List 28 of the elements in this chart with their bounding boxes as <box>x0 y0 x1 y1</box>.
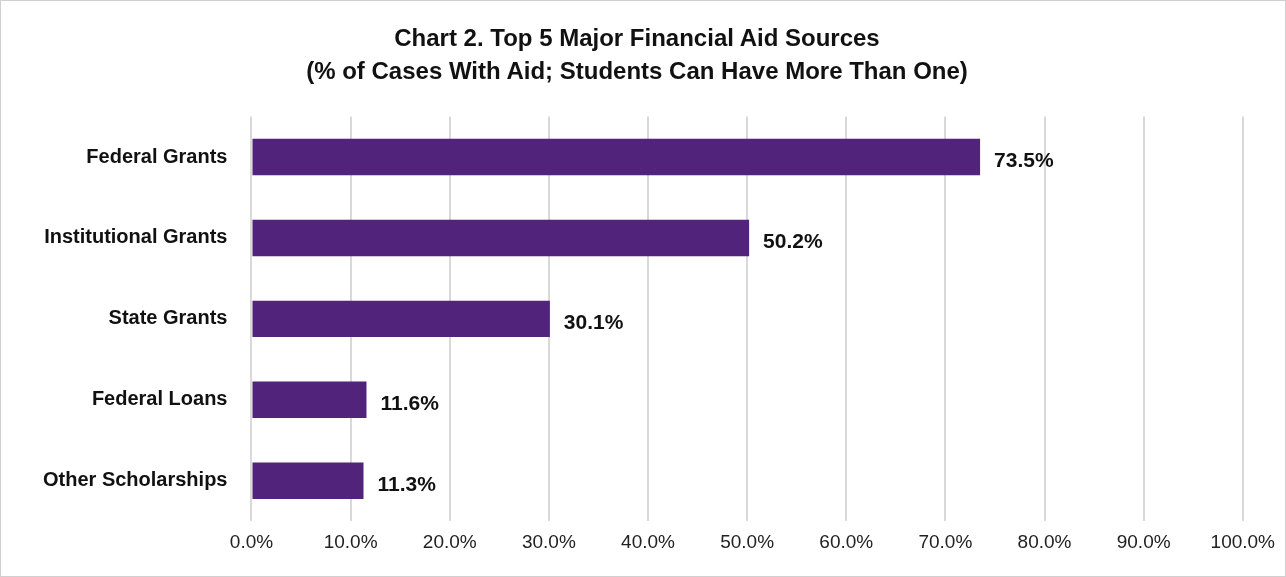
bar <box>252 219 750 257</box>
bar <box>252 300 550 338</box>
data-label: 30.1% <box>563 309 624 333</box>
x-tick-label: 0.0% <box>229 530 274 552</box>
x-tick-label: 100.0% <box>1210 530 1276 552</box>
x-tick-label: 60.0% <box>819 530 874 552</box>
y-tick-label: Federal Loans <box>91 387 228 410</box>
data-label: 50.2% <box>763 228 823 252</box>
chart-subtitle: (% of Cases With Aid; Students Can Have More Than One) <box>306 56 968 84</box>
bar <box>252 381 367 419</box>
x-tick-label: 10.0% <box>323 530 378 552</box>
bar <box>252 138 981 176</box>
y-tick-label: Federal Grants <box>86 144 228 167</box>
bar <box>252 462 364 499</box>
data-label: 73.5% <box>994 147 1054 171</box>
data-label: 11.6% <box>380 390 440 414</box>
x-tick-label: 20.0% <box>422 530 477 552</box>
y-tick-label: State Grants <box>108 306 228 329</box>
x-tick-label: 90.0% <box>1116 530 1171 552</box>
x-tick-label: 70.0% <box>918 530 973 552</box>
data-label: 11.3% <box>377 471 437 495</box>
x-tick-label: 80.0% <box>1017 530 1072 552</box>
y-tick-label: Other Scholarships <box>42 468 228 491</box>
y-tick-label: Institutional Grants <box>44 225 228 248</box>
x-tick-label: 30.0% <box>521 530 576 552</box>
x-tick-label: 50.0% <box>720 530 775 552</box>
chart-title: Chart 2. Top 5 Major Financial Aid Sources <box>394 24 880 52</box>
x-tick-label: 40.0% <box>621 530 676 552</box>
